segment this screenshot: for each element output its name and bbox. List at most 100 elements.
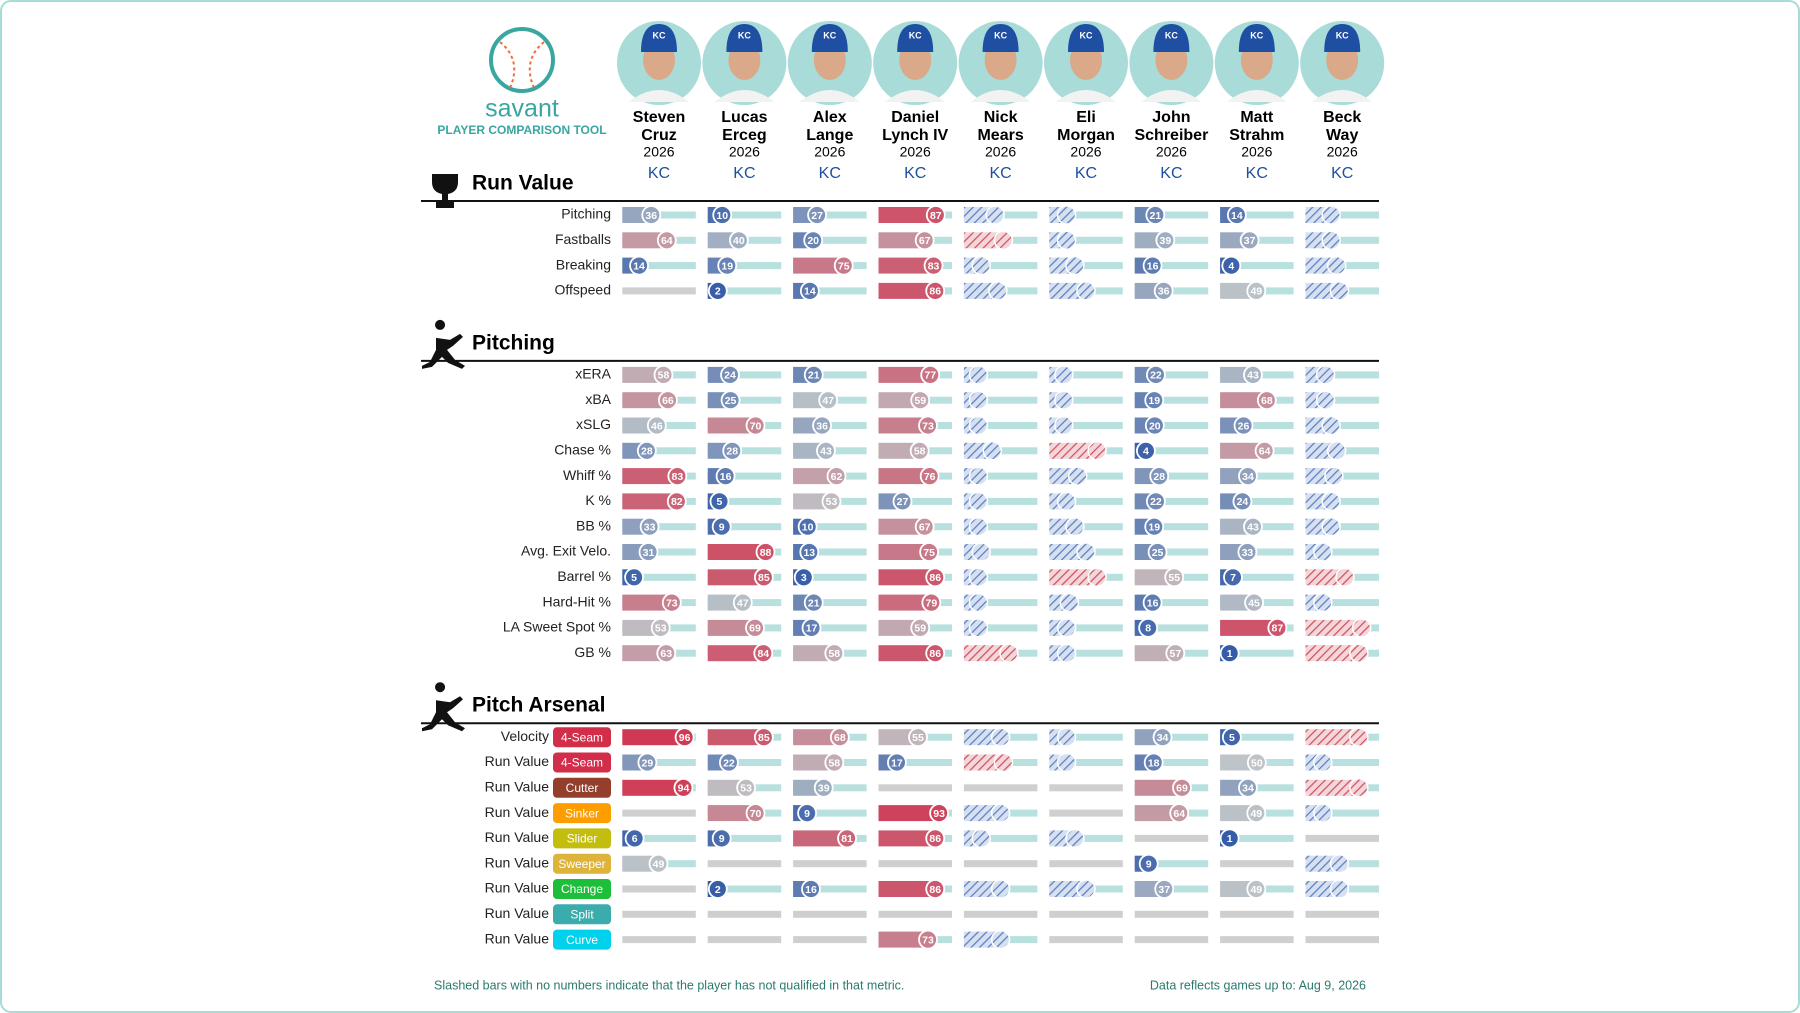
percentile-label: 10 xyxy=(802,521,814,533)
percentile-label: 34 xyxy=(1157,732,1169,744)
percentile-label: 16 xyxy=(805,884,817,896)
track xyxy=(707,885,782,893)
percentile-marker xyxy=(799,280,820,301)
percentile-marker xyxy=(674,727,695,748)
percentile-marker xyxy=(837,828,857,849)
cap xyxy=(1324,24,1361,52)
player-photo: KC xyxy=(1300,21,1385,105)
shoulders xyxy=(1141,90,1202,102)
percentile-label: 86 xyxy=(929,833,941,845)
no-data-bar xyxy=(793,860,867,868)
percentile-label: 36 xyxy=(1158,286,1170,298)
percentile-label: 6 xyxy=(632,833,638,845)
unqualified-bar xyxy=(963,645,1009,662)
player-first: John xyxy=(1152,109,1190,126)
no-data-bar xyxy=(878,910,952,918)
row-label: Offspeed xyxy=(554,282,611,298)
percentile-marker xyxy=(1144,390,1165,411)
unqualified-marker xyxy=(968,516,989,537)
row-label: Breaking xyxy=(556,256,611,272)
pitch-tag xyxy=(553,904,611,925)
unqualified-marker xyxy=(968,618,989,638)
percentile-bar xyxy=(878,544,930,560)
percentile-marker xyxy=(1256,390,1277,411)
unqualified-marker xyxy=(1335,567,1355,588)
percentile-label: 76 xyxy=(924,471,936,483)
no-data-bar xyxy=(1049,936,1123,944)
percentile-label: 85 xyxy=(758,572,770,584)
player-last: Schreiber xyxy=(1134,127,1208,144)
player-first: Daniel xyxy=(891,109,939,126)
track xyxy=(963,624,1038,632)
row-label: Run Value xyxy=(485,854,550,870)
percentile-label: 9 xyxy=(719,521,725,533)
track xyxy=(707,371,782,379)
unqualified-marker xyxy=(1351,618,1372,638)
unqualified-marker xyxy=(971,542,991,562)
percentile-label: 34 xyxy=(1242,471,1254,483)
player-first: Beck xyxy=(1323,109,1361,126)
pitch-tag-label: Cutter xyxy=(566,781,599,795)
cap xyxy=(726,24,763,52)
percentile-bar xyxy=(707,544,766,560)
track xyxy=(622,573,696,581)
track xyxy=(1049,211,1123,219)
player-first: Matt xyxy=(1240,109,1274,126)
track xyxy=(793,523,867,531)
percentile-marker xyxy=(910,390,931,411)
percentile-marker xyxy=(624,567,644,588)
percentile-label: 4 xyxy=(1143,446,1149,458)
percentile-label: 75 xyxy=(838,260,850,272)
logo-text: savant xyxy=(485,95,559,123)
cap xyxy=(1068,24,1104,52)
unqualified-marker xyxy=(1087,567,1107,588)
pitch-tag-label: Sinker xyxy=(565,806,599,820)
percentile-marker xyxy=(712,205,733,225)
percentile-label: 73 xyxy=(666,597,678,609)
percentile-label: 25 xyxy=(725,395,737,407)
track xyxy=(1049,236,1123,244)
percentile-marker xyxy=(656,230,677,251)
track xyxy=(1220,211,1294,219)
percentile-marker xyxy=(914,230,935,251)
cap xyxy=(811,24,848,52)
no-data-bar xyxy=(1305,834,1379,842)
percentile-label: 9 xyxy=(1146,858,1152,870)
percentile-bar xyxy=(622,594,672,611)
percentile-label: 24 xyxy=(724,370,736,382)
percentile-marker xyxy=(801,618,822,638)
percentile-marker xyxy=(919,466,940,487)
pitch-tag-label: 4-Seam xyxy=(561,730,603,744)
percentile-label: 21 xyxy=(808,370,820,382)
percentile-label: 22 xyxy=(1150,370,1162,382)
percentile-bar xyxy=(1134,645,1176,662)
track xyxy=(963,396,1038,404)
percentile-label: 49 xyxy=(1250,286,1262,298)
percentile-bar xyxy=(878,931,929,948)
player-photo: KC xyxy=(702,21,787,105)
percentile-label: 39 xyxy=(1160,235,1172,247)
percentile-bar xyxy=(622,493,677,510)
percentile-marker xyxy=(892,491,913,512)
percentile-label: 37 xyxy=(1244,235,1256,247)
no-data-bar xyxy=(707,860,782,868)
no-data-bar xyxy=(1134,834,1209,842)
player-last: Way xyxy=(1326,127,1358,144)
cap xyxy=(641,24,677,52)
percentile-label: 19 xyxy=(1148,395,1160,407)
percentile-marker xyxy=(653,364,674,385)
track xyxy=(1220,733,1294,741)
player-last: Erceg xyxy=(722,127,766,144)
track xyxy=(793,236,867,244)
percentile-label: 69 xyxy=(1176,783,1188,795)
cap-logo: KC xyxy=(994,30,1007,40)
track xyxy=(1305,422,1379,429)
percentile-marker xyxy=(887,752,907,773)
percentile-label: 64 xyxy=(661,235,673,247)
percentile-label: 70 xyxy=(750,808,762,820)
row-label: GB % xyxy=(574,644,611,660)
percentile-marker xyxy=(1152,727,1173,748)
unqualified-marker xyxy=(1054,415,1074,436)
no-data-bar xyxy=(793,936,867,944)
